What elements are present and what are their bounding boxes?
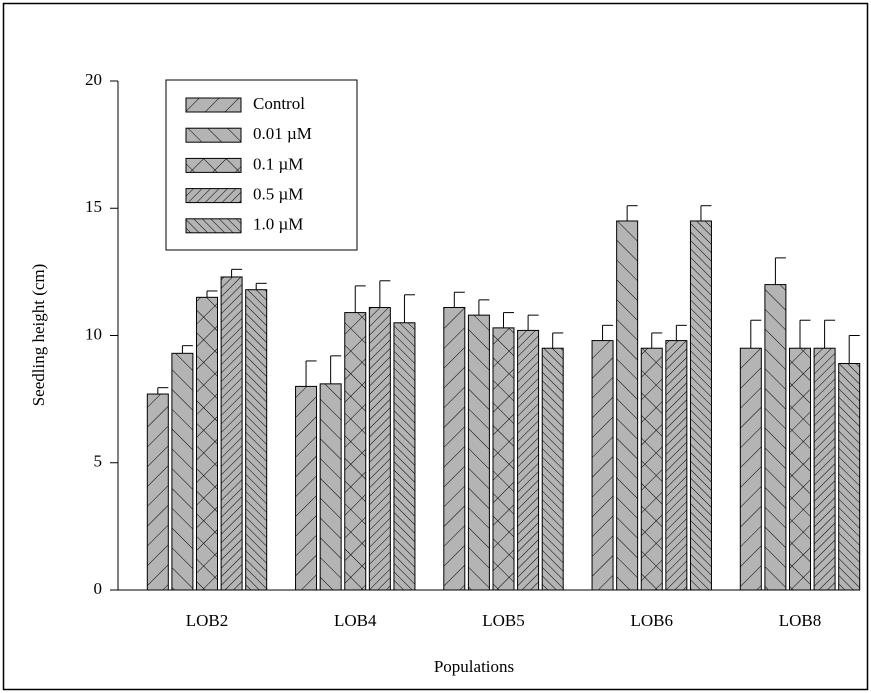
error-bar bbox=[503, 312, 514, 328]
error-bar bbox=[651, 332, 663, 349]
bar bbox=[393, 322, 416, 591]
bar bbox=[492, 327, 515, 591]
legend-label: 0.1 µM bbox=[253, 154, 303, 173]
error-bar bbox=[231, 268, 243, 277]
bar bbox=[344, 312, 367, 591]
bar bbox=[171, 352, 194, 591]
error-bar bbox=[750, 319, 762, 349]
error-bar bbox=[330, 355, 342, 384]
legend-label: 1.0 µM bbox=[253, 215, 303, 234]
bar bbox=[220, 276, 243, 591]
bar bbox=[368, 307, 391, 591]
bar bbox=[196, 296, 218, 591]
bar bbox=[665, 340, 688, 591]
x-tick-label: LOB6 bbox=[631, 611, 674, 630]
x-tick-label: LOB2 bbox=[186, 611, 229, 630]
x-tick-label: LOB4 bbox=[334, 611, 377, 630]
error-bar bbox=[700, 205, 712, 221]
error-bar bbox=[206, 290, 218, 298]
error-bar bbox=[774, 257, 786, 285]
bar bbox=[467, 314, 490, 591]
bar bbox=[591, 340, 614, 591]
bar bbox=[689, 220, 712, 591]
bar bbox=[295, 385, 318, 591]
legend-swatch bbox=[185, 157, 242, 173]
bar bbox=[789, 347, 811, 591]
bar bbox=[616, 220, 639, 591]
y-tick-label: 15 bbox=[85, 197, 102, 216]
bar bbox=[443, 307, 466, 591]
legend-label: 0.01 µM bbox=[253, 124, 312, 143]
error-bar bbox=[626, 205, 638, 221]
error-bar bbox=[354, 285, 366, 313]
error-bar bbox=[255, 282, 267, 290]
error-bar bbox=[379, 280, 391, 308]
error-bar bbox=[799, 319, 811, 349]
bar bbox=[640, 347, 663, 591]
y-tick-label: 0 bbox=[94, 579, 103, 598]
error-bar bbox=[848, 335, 860, 364]
bar bbox=[838, 362, 861, 591]
error-bar bbox=[181, 345, 193, 354]
bar bbox=[517, 329, 540, 591]
bar bbox=[245, 289, 268, 591]
legend-swatch bbox=[185, 97, 242, 113]
error-bar bbox=[478, 299, 490, 316]
y-tick-label: 10 bbox=[85, 324, 102, 343]
bar bbox=[146, 393, 169, 591]
legend-label: Control bbox=[253, 94, 305, 113]
bar bbox=[319, 383, 342, 591]
bar bbox=[739, 347, 762, 591]
x-tick-label: LOB5 bbox=[482, 611, 525, 630]
bar bbox=[813, 347, 836, 591]
bar bbox=[541, 347, 564, 591]
legend-swatch bbox=[185, 127, 242, 143]
error-bar bbox=[602, 324, 614, 341]
y-tick-label: 20 bbox=[85, 70, 102, 89]
legend-swatch bbox=[185, 218, 242, 234]
error-bar bbox=[157, 387, 169, 395]
error-bar bbox=[824, 319, 836, 349]
error-bar bbox=[305, 360, 317, 387]
error-bar bbox=[675, 324, 687, 341]
x-axis-label: Populations bbox=[434, 657, 514, 676]
bar bbox=[764, 284, 787, 591]
y-tick-label: 5 bbox=[94, 452, 103, 471]
legend-label: 0.5 µM bbox=[253, 185, 303, 204]
error-bar bbox=[527, 314, 539, 331]
legend-swatch bbox=[185, 188, 242, 204]
error-bar bbox=[552, 332, 564, 349]
error-bar bbox=[403, 294, 415, 323]
error-bar bbox=[453, 291, 465, 308]
x-tick-label: LOB8 bbox=[779, 611, 822, 630]
y-axis-label: Seedling height (cm) bbox=[29, 264, 48, 407]
